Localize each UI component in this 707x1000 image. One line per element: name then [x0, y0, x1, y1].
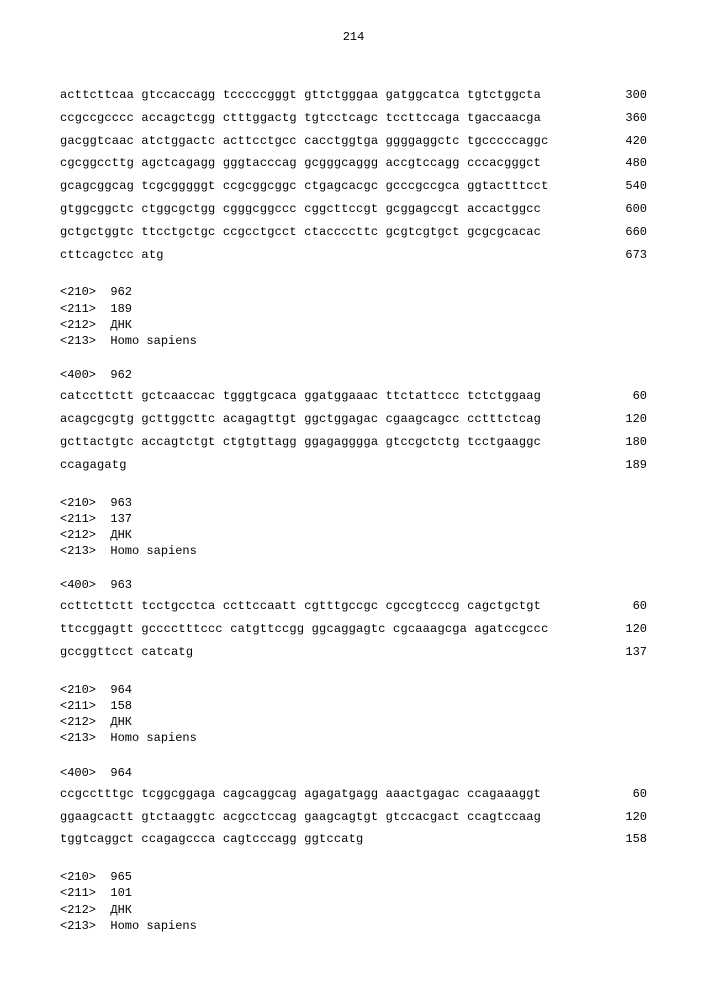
sequence-rows-block: acttcttcaa gtccaccagg tcccccgggt gttctgg… [60, 84, 647, 266]
sequence-text: ttccggagtt gcccctttccc catgttccgg ggcagg… [60, 618, 548, 641]
sequence-row: ttccggagtt gcccctttccc catgttccgg ggcagg… [60, 618, 647, 641]
header-line: <211> 189 [60, 301, 647, 317]
header-line: <213> Homo sapiens [60, 333, 647, 349]
header-line: <210> 965 [60, 869, 647, 885]
page-number: 214 [60, 30, 647, 44]
sequence-row: ccgcctttgc tcggcggaga cagcaggcag agagatg… [60, 783, 647, 806]
sequence-row: cgcggccttg agctcagagg gggtacccag gcgggca… [60, 152, 647, 175]
header-line: <211> 158 [60, 698, 647, 714]
sequence-text: ccagagatg [60, 454, 127, 477]
sequence-text: gcagcggcag tcgcgggggt ccgcggcggc ctgagca… [60, 175, 548, 198]
sequence-header-block: <210> 963<211> 137<212> ДНК<213> Homo sa… [60, 495, 647, 560]
sequence-position: 120 [607, 408, 647, 431]
sequence-header-block: <210> 964<211> 158<212> ДНК<213> Homo sa… [60, 682, 647, 747]
sequence-position: 60 [607, 783, 647, 806]
header-line: <212> ДНК [60, 317, 647, 333]
sequence-position: 540 [607, 175, 647, 198]
sequence-text: acttcttcaa gtccaccagg tcccccgggt gttctgg… [60, 84, 541, 107]
header-line: <211> 137 [60, 511, 647, 527]
header-line: <212> ДНК [60, 714, 647, 730]
sequence-text: cttcagctcc atg [60, 244, 164, 267]
page-container: 214 acttcttcaa gtccaccagg tcccccgggt gtt… [0, 0, 707, 1000]
sequence-row: ccttcttctt tcctgcctca ccttccaatt cgtttgc… [60, 595, 647, 618]
sequence-row: gtggcggctc ctggcgctgg cgggcggccc cggcttc… [60, 198, 647, 221]
sequence-row: ccgccgcccc accagctcgg ctttggactg tgtcctc… [60, 107, 647, 130]
sequence-row: acttcttcaa gtccaccagg tcccccgggt gttctgg… [60, 84, 647, 107]
sequence-row: ggaagcactt gtctaaggtc acgcctccag gaagcag… [60, 806, 647, 829]
sequence-header-block: <210> 962<211> 189<212> ДНК<213> Homo sa… [60, 284, 647, 349]
sequence-text: ccgccgcccc accagctcgg ctttggactg tgtcctc… [60, 107, 541, 130]
sequence-row: catccttctt gctcaaccac tgggtgcaca ggatgga… [60, 385, 647, 408]
sequence-rows-block: ccgcctttgc tcggcggaga cagcaggcag agagatg… [60, 783, 647, 851]
sequence-text: ccgcctttgc tcggcggaga cagcaggcag agagatg… [60, 783, 541, 806]
header-line: <212> ДНК [60, 527, 647, 543]
sequence-text: ccttcttctt tcctgcctca ccttccaatt cgtttgc… [60, 595, 541, 618]
sequence-row: acagcgcgtg gcttggcttc acagagttgt ggctgga… [60, 408, 647, 431]
header-line: <213> Homo sapiens [60, 918, 647, 934]
sequence-row: ccagagatg 189 [60, 454, 647, 477]
header-line: <210> 964 [60, 682, 647, 698]
header-line: <212> ДНК [60, 902, 647, 918]
sequence-position: 60 [607, 385, 647, 408]
sequence-text: gccggttcct catcatg [60, 641, 193, 664]
sequence-position: 420 [607, 130, 647, 153]
header-line: <213> Homo sapiens [60, 543, 647, 559]
sequence-listing: acttcttcaa gtccaccagg tcccccgggt gttctgg… [60, 84, 647, 934]
sequence-text: catccttctt gctcaaccac tgggtgcaca ggatgga… [60, 385, 541, 408]
entry-line: <400> 963 [60, 577, 647, 593]
sequence-text: cgcggccttg agctcagagg gggtacccag gcgggca… [60, 152, 541, 175]
sequence-position: 60 [607, 595, 647, 618]
sequence-header-block: <210> 965<211> 101<212> ДНК<213> Homo sa… [60, 869, 647, 934]
header-line: <213> Homo sapiens [60, 730, 647, 746]
sequence-row: gcttactgtc accagtctgt ctgtgttagg ggagagg… [60, 431, 647, 454]
header-line: <211> 101 [60, 885, 647, 901]
sequence-text: gcttactgtc accagtctgt ctgtgttagg ggagagg… [60, 431, 541, 454]
sequence-row: tggtcaggct ccagagccca cagtcccagg ggtccat… [60, 828, 647, 851]
sequence-position: 300 [607, 84, 647, 107]
sequence-position: 180 [607, 431, 647, 454]
sequence-text: acagcgcgtg gcttggcttc acagagttgt ggctgga… [60, 408, 541, 431]
sequence-row: gacggtcaac atctggactc acttcctgcc cacctgg… [60, 130, 647, 153]
sequence-text: gtggcggctc ctggcgctgg cgggcggccc cggcttc… [60, 198, 541, 221]
header-line: <210> 963 [60, 495, 647, 511]
sequence-position: 360 [607, 107, 647, 130]
sequence-position: 137 [607, 641, 647, 664]
entry-line: <400> 962 [60, 367, 647, 383]
sequence-position: 120 [607, 806, 647, 829]
sequence-position: 189 [607, 454, 647, 477]
sequence-position: 600 [607, 198, 647, 221]
entry-line: <400> 964 [60, 765, 647, 781]
sequence-position: 120 [607, 618, 647, 641]
sequence-row: gcagcggcag tcgcgggggt ccgcggcggc ctgagca… [60, 175, 647, 198]
sequence-row: gctgctggtc ttcctgctgc ccgcctgcct ctacccc… [60, 221, 647, 244]
sequence-position: 158 [607, 828, 647, 851]
sequence-text: tggtcaggct ccagagccca cagtcccagg ggtccat… [60, 828, 363, 851]
sequence-position: 660 [607, 221, 647, 244]
sequence-row: gccggttcct catcatg 137 [60, 641, 647, 664]
sequence-text: ggaagcactt gtctaaggtc acgcctccag gaagcag… [60, 806, 541, 829]
sequence-position: 673 [607, 244, 647, 267]
sequence-row: cttcagctcc atg 673 [60, 244, 647, 267]
sequence-position: 480 [607, 152, 647, 175]
sequence-text: gacggtcaac atctggactc acttcctgcc cacctgg… [60, 130, 548, 153]
sequence-rows-block: catccttctt gctcaaccac tgggtgcaca ggatgga… [60, 385, 647, 476]
header-line: <210> 962 [60, 284, 647, 300]
sequence-rows-block: ccttcttctt tcctgcctca ccttccaatt cgtttgc… [60, 595, 647, 663]
sequence-text: gctgctggtc ttcctgctgc ccgcctgcct ctacccc… [60, 221, 541, 244]
